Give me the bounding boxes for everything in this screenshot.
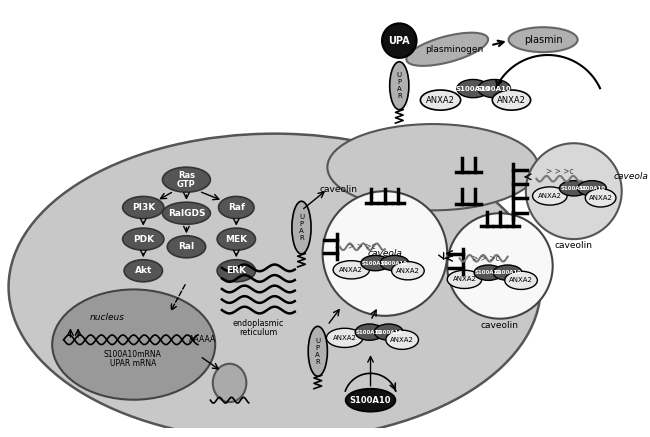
Text: ANXA2: ANXA2 — [509, 277, 533, 283]
Ellipse shape — [217, 228, 255, 250]
Ellipse shape — [492, 90, 530, 110]
Ellipse shape — [380, 255, 409, 271]
Text: PDK: PDK — [133, 235, 154, 243]
Text: RalGDS: RalGDS — [168, 209, 205, 218]
Text: ERK: ERK — [226, 266, 246, 275]
Text: UPA: UPA — [389, 36, 410, 45]
Text: plasminogen: plasminogen — [425, 45, 483, 54]
Ellipse shape — [326, 328, 363, 347]
Text: ANXA2: ANXA2 — [396, 268, 420, 274]
Ellipse shape — [391, 262, 424, 280]
Ellipse shape — [167, 236, 205, 258]
Ellipse shape — [162, 202, 211, 224]
Text: ANXA2: ANXA2 — [538, 193, 562, 199]
Ellipse shape — [162, 167, 211, 192]
Ellipse shape — [532, 187, 567, 205]
Text: U
P
A
R: U P A R — [299, 214, 304, 241]
Text: > > >c: > > >c — [348, 242, 376, 251]
Text: plasmin: plasmin — [524, 35, 562, 45]
Text: caveolin: caveolin — [320, 185, 358, 194]
Ellipse shape — [374, 324, 403, 340]
Text: S100A10: S100A10 — [560, 186, 588, 191]
Ellipse shape — [123, 228, 164, 250]
Text: Ras: Ras — [178, 171, 195, 180]
Ellipse shape — [457, 80, 489, 98]
Ellipse shape — [390, 62, 409, 110]
Text: AAAAA: AAAAA — [189, 335, 216, 344]
Ellipse shape — [386, 330, 419, 349]
Ellipse shape — [578, 180, 606, 196]
Text: caveola: caveola — [367, 249, 402, 258]
Text: Ral: Ral — [178, 242, 194, 251]
Circle shape — [322, 191, 447, 316]
Text: S100A10mRNA: S100A10mRNA — [104, 350, 162, 359]
Text: U
P
A
R: U P A R — [315, 338, 320, 365]
Text: S100A10: S100A10 — [362, 260, 389, 266]
Ellipse shape — [346, 388, 395, 412]
Text: ANXA2: ANXA2 — [339, 267, 363, 273]
Ellipse shape — [508, 27, 578, 52]
Text: S100A10: S100A10 — [381, 260, 408, 266]
Text: S100A10: S100A10 — [356, 329, 383, 335]
Ellipse shape — [124, 260, 162, 282]
Ellipse shape — [406, 33, 488, 66]
Text: S100A10: S100A10 — [375, 329, 402, 335]
Ellipse shape — [560, 180, 588, 196]
Ellipse shape — [355, 324, 384, 340]
Ellipse shape — [361, 255, 390, 271]
Text: caveolin: caveolin — [555, 241, 593, 250]
Text: caveolin: caveolin — [481, 321, 519, 330]
Text: > > >c: > > >c — [545, 167, 573, 177]
Text: endoplasmic: endoplasmic — [233, 319, 284, 328]
Ellipse shape — [308, 326, 328, 376]
Text: S100A10: S100A10 — [350, 395, 391, 405]
Text: Akt: Akt — [135, 266, 152, 275]
Ellipse shape — [218, 197, 254, 218]
Text: U
P
A
R: U P A R — [396, 72, 402, 99]
Text: S100A10: S100A10 — [578, 186, 606, 191]
Text: MEK: MEK — [226, 235, 248, 243]
Text: ANXA2: ANXA2 — [589, 195, 612, 201]
Ellipse shape — [123, 197, 164, 218]
Text: S100A10: S100A10 — [477, 86, 512, 92]
Circle shape — [526, 143, 621, 239]
Text: GTP: GTP — [177, 180, 196, 189]
Text: Raf: Raf — [227, 203, 245, 212]
Text: ANXA2: ANXA2 — [497, 96, 526, 104]
Ellipse shape — [217, 260, 255, 282]
Text: UPAR mRNA: UPAR mRNA — [110, 359, 156, 368]
Ellipse shape — [585, 189, 616, 207]
Text: PI3K: PI3K — [132, 203, 155, 212]
Text: S100A10: S100A10 — [475, 270, 502, 275]
Ellipse shape — [493, 265, 522, 281]
Text: nucleus: nucleus — [89, 313, 124, 322]
Text: ANXA2: ANXA2 — [333, 335, 357, 341]
Text: S100A10: S100A10 — [494, 270, 521, 275]
Text: ANXA2: ANXA2 — [390, 337, 414, 343]
Text: ANXA2: ANXA2 — [452, 276, 476, 282]
Ellipse shape — [328, 124, 538, 210]
Text: > > >c: > > >c — [472, 254, 499, 263]
Ellipse shape — [333, 261, 370, 279]
Ellipse shape — [505, 271, 538, 289]
Circle shape — [382, 24, 417, 58]
Circle shape — [447, 213, 552, 319]
Text: reticulum: reticulum — [239, 328, 278, 336]
Text: caveola: caveola — [613, 172, 648, 181]
Text: S100A10: S100A10 — [456, 86, 491, 92]
Ellipse shape — [52, 289, 215, 400]
Ellipse shape — [447, 270, 482, 288]
Ellipse shape — [474, 265, 503, 281]
Ellipse shape — [292, 201, 311, 254]
Text: ANXA2: ANXA2 — [426, 96, 455, 104]
Ellipse shape — [213, 364, 246, 402]
Ellipse shape — [478, 80, 510, 98]
Ellipse shape — [421, 90, 461, 110]
Ellipse shape — [8, 134, 541, 437]
